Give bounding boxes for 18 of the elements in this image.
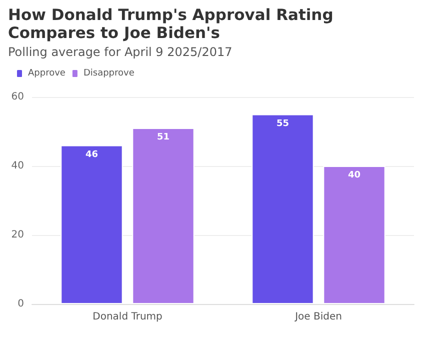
- bar: [252, 114, 314, 304]
- data-label: 46: [85, 150, 98, 160]
- bar: [132, 128, 194, 304]
- x-tick-label: Donald Trump: [92, 312, 162, 322]
- bar: [60, 145, 123, 304]
- y-tick-label: 20: [11, 230, 24, 240]
- y-tick-label: 0: [18, 298, 24, 310]
- legend-label: Approve: [28, 68, 66, 78]
- chart-title: How Donald Trump's Approval Rating Compares to Joe Biden's: [8, 6, 334, 42]
- y-tick-label: 40: [11, 160, 24, 172]
- chart-subtitle: Polling average for April 9 2025/2017: [8, 45, 234, 59]
- bar: [323, 166, 386, 304]
- data-label: 51: [156, 132, 170, 143]
- y-tick-label: 60: [11, 92, 24, 102]
- data-label: 55: [276, 118, 290, 129]
- data-label: 40: [348, 170, 361, 180]
- legend-label: Disapprove: [83, 68, 135, 78]
- x-tick-label: Joe Biden: [294, 312, 342, 322]
